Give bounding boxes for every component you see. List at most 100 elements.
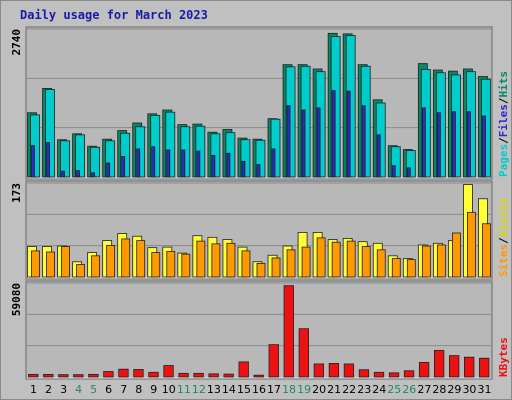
pages-bar xyxy=(225,132,236,178)
day-label: 26 xyxy=(402,383,416,396)
kbytes-bar xyxy=(43,373,54,378)
legend-files: Files xyxy=(497,104,510,137)
sites-bar xyxy=(271,257,281,278)
sites-bar xyxy=(421,245,431,278)
legend-separator: / xyxy=(497,97,510,104)
kbytes-bar xyxy=(148,371,159,378)
pages-bar xyxy=(330,36,341,178)
sites-bar xyxy=(226,242,236,278)
files-bar xyxy=(271,148,276,178)
files-bar xyxy=(452,111,456,178)
sites-bar xyxy=(136,240,146,278)
pages-bar xyxy=(390,146,401,178)
files-bar xyxy=(346,90,351,178)
kbytes-bar xyxy=(253,374,264,378)
pages-bar xyxy=(315,71,326,178)
sites-bar xyxy=(121,238,131,278)
files-bar xyxy=(61,170,65,178)
kbytes-bar xyxy=(223,373,234,378)
pages-bar xyxy=(210,133,221,178)
kbytes-bar xyxy=(208,373,219,378)
day-label: 19 xyxy=(297,383,311,396)
legend-separator: / xyxy=(497,237,510,244)
kbytes-bar xyxy=(178,372,189,378)
sites-bar xyxy=(241,250,251,278)
kbytes-bar xyxy=(268,344,279,378)
day-label: 29 xyxy=(447,383,461,396)
day-label: 23 xyxy=(357,383,371,396)
pages-bar xyxy=(270,118,281,178)
pages-bar xyxy=(481,78,491,178)
day-label: 20 xyxy=(312,383,326,396)
pages-bar xyxy=(240,139,251,178)
day-label: 21 xyxy=(327,383,341,396)
sites-bar xyxy=(346,240,356,278)
day-label: 31 xyxy=(477,383,491,396)
day-label: 3 xyxy=(60,383,67,396)
pages-bar xyxy=(285,66,296,178)
files-bar xyxy=(226,152,231,178)
sites-bar xyxy=(166,251,176,278)
day-label: 1 xyxy=(30,383,37,396)
kbytes-bar xyxy=(193,372,204,378)
sites-bar xyxy=(256,263,266,278)
pages-bar xyxy=(435,72,446,178)
day-label: 25 xyxy=(387,383,401,396)
day-label: 24 xyxy=(372,383,386,396)
sites-bar xyxy=(46,251,55,278)
sites-bar xyxy=(76,264,85,278)
kbytes-bar xyxy=(283,285,294,378)
pages-bar xyxy=(360,65,371,178)
pages-bar xyxy=(45,89,55,178)
legend-pages: Pages xyxy=(497,144,510,177)
sites-bar xyxy=(452,232,461,278)
sites-bar xyxy=(196,240,206,278)
sites-bar xyxy=(376,249,386,278)
pages-bar xyxy=(255,139,266,178)
day-label: 16 xyxy=(252,383,266,396)
day-label: 14 xyxy=(222,383,236,396)
kbytes-bar xyxy=(103,371,114,378)
files-bar xyxy=(301,109,306,178)
kbytes-bar xyxy=(373,371,385,378)
kbytes-bar xyxy=(28,373,39,378)
files-bar xyxy=(76,170,80,178)
files-bar xyxy=(166,149,171,178)
pages-bar xyxy=(165,111,176,178)
kbytes-bar xyxy=(464,356,475,378)
files-bar xyxy=(241,160,246,178)
pages-bar xyxy=(345,35,356,178)
kbytes-bar xyxy=(358,369,370,378)
kbytes-bar xyxy=(403,370,415,378)
kbytes-bar xyxy=(73,374,84,378)
pages-bar xyxy=(60,140,70,178)
day-label: 8 xyxy=(135,383,142,396)
sites-bar xyxy=(286,249,296,278)
files-bar xyxy=(331,90,336,178)
pages-bar xyxy=(150,115,161,178)
day-label: 11 xyxy=(177,383,191,396)
files-bar xyxy=(286,105,291,178)
pages-bar xyxy=(405,150,416,178)
files-bar xyxy=(121,156,126,178)
kbytes-bar xyxy=(163,365,174,378)
pages-bar xyxy=(120,132,131,178)
day-label: 27 xyxy=(417,383,431,396)
day-label: 30 xyxy=(462,383,476,396)
sites-bar xyxy=(436,244,446,278)
day-label: 18 xyxy=(282,383,296,396)
sites-bar xyxy=(211,243,221,278)
files-bar xyxy=(436,112,441,178)
pages-bar xyxy=(135,126,146,178)
legend-sites: Sites xyxy=(497,244,510,277)
pages-bar xyxy=(75,134,85,178)
pages-bar xyxy=(90,146,101,178)
kbytes-bar xyxy=(449,355,460,378)
legend-1: Pages/Files/Hits xyxy=(497,71,510,177)
files-bar xyxy=(361,105,366,178)
files-bar xyxy=(46,142,50,178)
pages-bar xyxy=(375,102,386,178)
day-label: 9 xyxy=(150,383,157,396)
day-label: 5 xyxy=(90,383,97,396)
